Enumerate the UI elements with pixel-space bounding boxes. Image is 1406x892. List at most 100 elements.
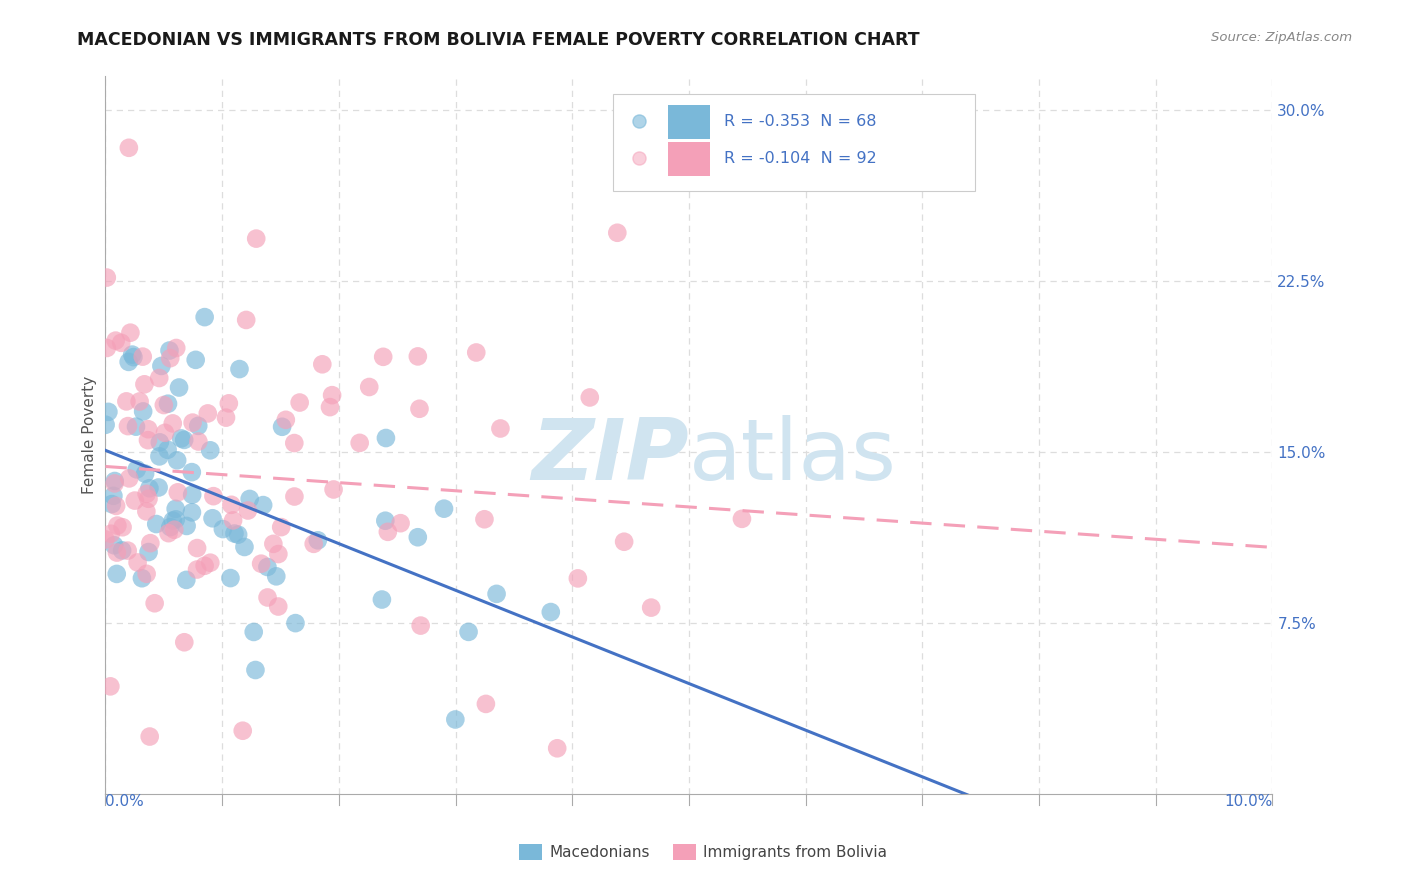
Point <box>408 401 430 416</box>
Point <box>159 351 181 366</box>
Point <box>613 534 636 549</box>
Point <box>173 433 195 447</box>
Point <box>97 405 120 419</box>
Point <box>180 465 202 479</box>
Point <box>122 350 145 364</box>
Point <box>270 520 292 534</box>
Point <box>165 341 187 355</box>
Text: atlas: atlas <box>689 415 897 498</box>
Point <box>197 406 219 420</box>
Point <box>236 503 259 517</box>
Point <box>606 226 628 240</box>
Point <box>444 713 467 727</box>
Point <box>170 431 193 445</box>
Point <box>186 562 208 576</box>
Point <box>159 343 181 358</box>
Point <box>224 526 246 541</box>
Point <box>176 519 198 533</box>
Point <box>104 476 127 491</box>
Point <box>349 435 371 450</box>
Point <box>242 624 264 639</box>
Point <box>148 450 170 464</box>
Point <box>118 471 141 485</box>
Point <box>173 635 195 649</box>
Point <box>117 543 139 558</box>
Point <box>163 523 186 537</box>
Point <box>118 355 141 369</box>
Point <box>731 512 754 526</box>
Point <box>94 533 117 547</box>
Point <box>640 600 662 615</box>
Point <box>359 380 381 394</box>
Point <box>157 526 180 541</box>
Point <box>474 512 496 526</box>
Point <box>218 396 240 410</box>
Point <box>105 566 128 581</box>
Text: R = -0.104  N = 92: R = -0.104 N = 92 <box>724 151 877 166</box>
Point <box>103 489 125 503</box>
Point <box>232 723 254 738</box>
Point <box>159 520 181 534</box>
Point <box>409 618 432 632</box>
Point <box>374 514 396 528</box>
Point <box>200 443 222 458</box>
Point <box>162 514 184 528</box>
Point <box>103 538 125 552</box>
Point <box>181 505 204 519</box>
Point <box>567 571 589 585</box>
Point <box>202 489 225 503</box>
Point <box>94 417 117 432</box>
Point <box>131 571 153 585</box>
Point <box>222 513 245 527</box>
Point <box>322 483 344 497</box>
Point <box>165 512 187 526</box>
Point <box>489 421 512 435</box>
Point <box>546 741 568 756</box>
Point <box>274 413 297 427</box>
Point <box>433 501 456 516</box>
Point <box>186 541 208 555</box>
FancyBboxPatch shape <box>668 104 710 139</box>
Point <box>150 359 173 373</box>
Point <box>262 537 284 551</box>
Point <box>139 536 162 550</box>
Text: R = -0.353  N = 68: R = -0.353 N = 68 <box>724 113 876 128</box>
Point <box>138 481 160 495</box>
Point <box>374 431 396 445</box>
Point <box>104 474 127 488</box>
Point <box>134 467 156 481</box>
Point <box>111 520 134 534</box>
Point <box>271 419 294 434</box>
Point <box>307 533 329 548</box>
Point <box>187 418 209 433</box>
Point <box>135 504 157 518</box>
Text: MACEDONIAN VS IMMIGRANTS FROM BOLIVIA FEMALE POVERTY CORRELATION CHART: MACEDONIAN VS IMMIGRANTS FROM BOLIVIA FE… <box>77 31 920 49</box>
Point <box>184 352 207 367</box>
Point <box>165 501 187 516</box>
Point <box>111 543 134 558</box>
Point <box>176 573 198 587</box>
Point <box>239 491 262 506</box>
Point <box>132 404 155 418</box>
Point <box>233 540 256 554</box>
Point <box>200 556 222 570</box>
Point <box>125 419 148 434</box>
Point <box>201 511 224 525</box>
Point <box>389 516 412 531</box>
Point <box>250 557 273 571</box>
Point <box>194 310 217 325</box>
Point <box>215 410 238 425</box>
FancyBboxPatch shape <box>668 142 710 177</box>
Point <box>167 380 190 394</box>
Point <box>132 350 155 364</box>
Text: 0.0%: 0.0% <box>105 794 145 809</box>
Point <box>98 679 121 693</box>
Point <box>138 545 160 559</box>
Point <box>371 592 394 607</box>
Point <box>540 605 562 619</box>
Point <box>134 377 156 392</box>
Point <box>373 350 395 364</box>
Point <box>128 394 150 409</box>
Point <box>321 388 343 402</box>
Point <box>125 462 148 476</box>
